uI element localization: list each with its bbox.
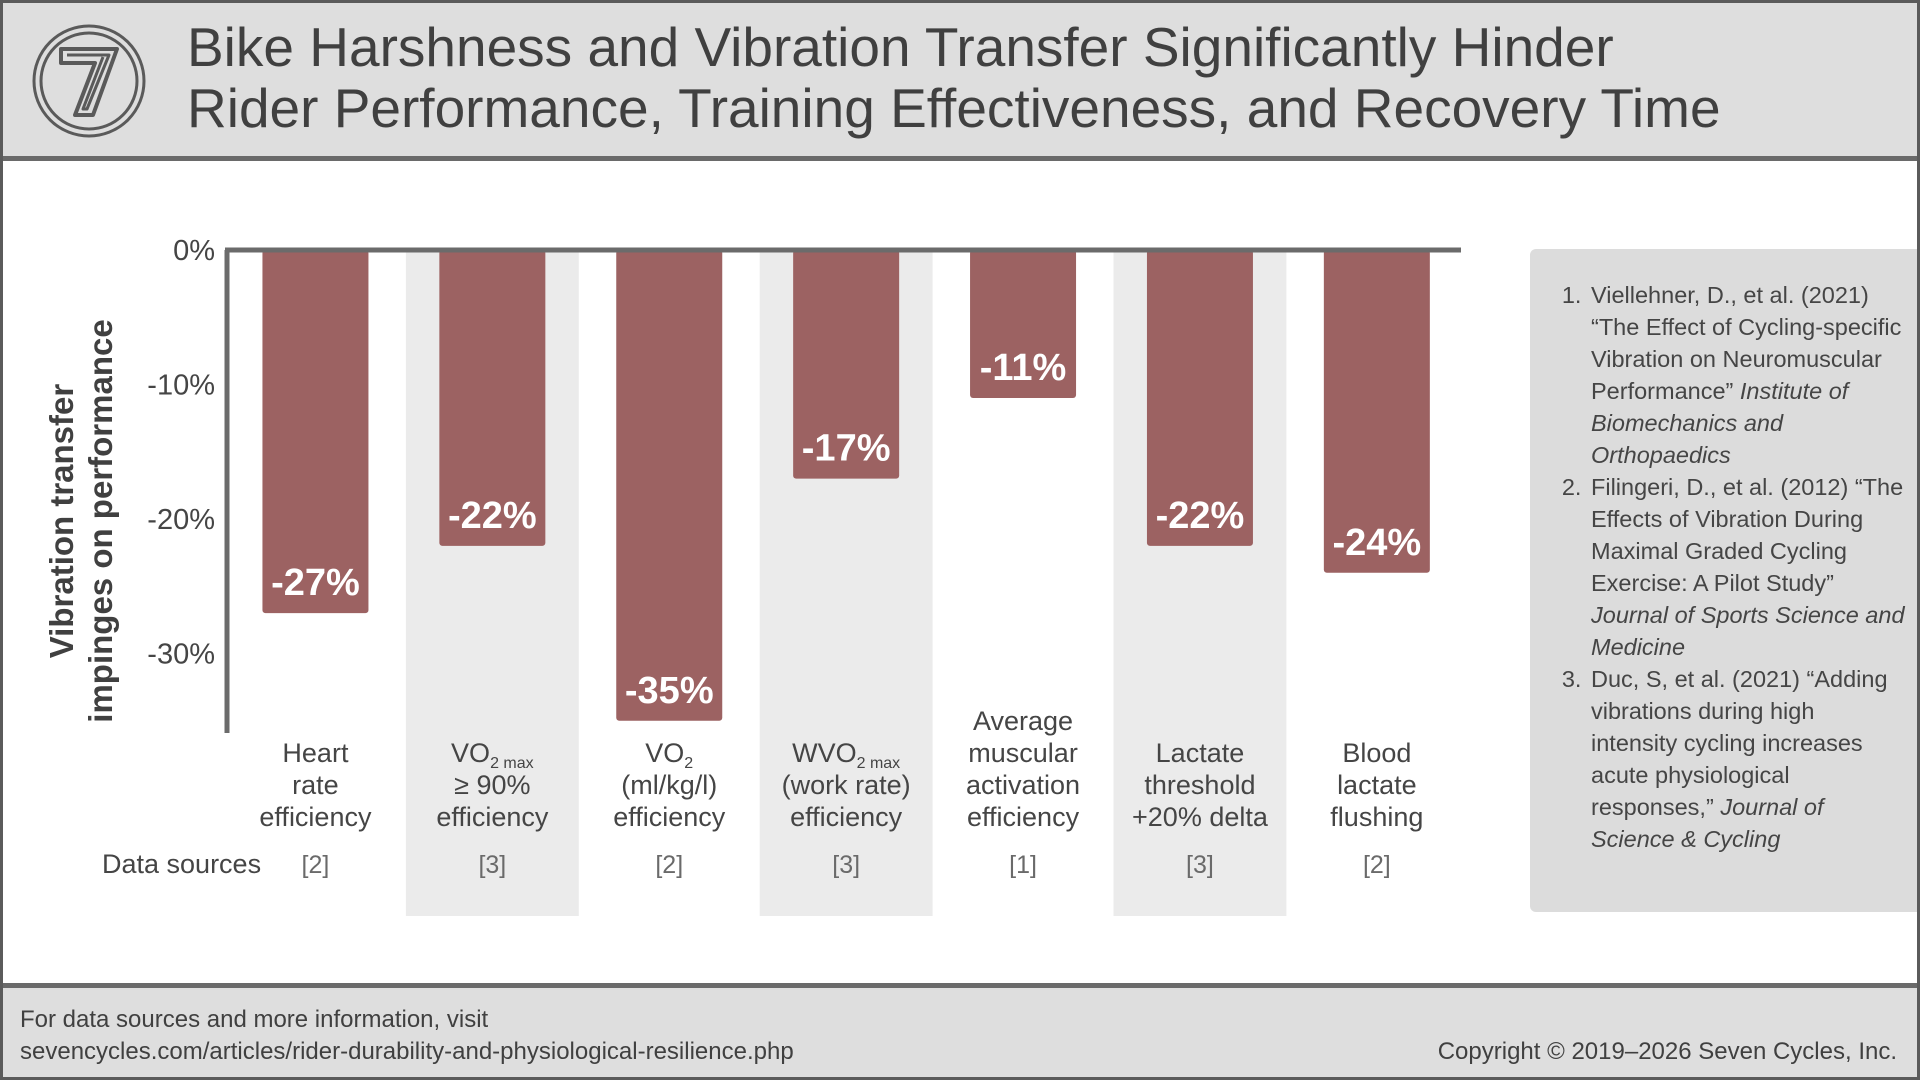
category-label: efficiency: [259, 802, 372, 832]
reference-text: Duc, S, et al. (2021) “Adding vibrations…: [1591, 666, 1888, 820]
y-axis-label-line: impinges on performance: [82, 319, 119, 722]
bar: [970, 250, 1077, 398]
y-axis-label-line: Vibration transfer: [43, 384, 80, 659]
y-tick-label: -10%: [147, 370, 215, 402]
header: Bike Harshness and Vibration Transfer Si…: [3, 3, 1917, 161]
category-label-subscript: 2 max: [857, 755, 901, 772]
data-source-ref: [3]: [1186, 851, 1214, 879]
bar-value-label: -22%: [448, 495, 537, 537]
reference-source: Institute of Biomechanics and Orthopaedi…: [1591, 378, 1849, 468]
bar: [1146, 250, 1253, 546]
reference-text: Filingeri, D., et al. (2012) “The Effect…: [1591, 474, 1904, 596]
y-axis-label: Vibration transferimpinges on performanc…: [43, 319, 119, 722]
category-label: flushing: [1330, 802, 1423, 832]
data-source-ref: [3]: [478, 851, 506, 879]
bar-value-label: -24%: [1332, 522, 1421, 564]
category-label: (ml/kg/l): [621, 770, 717, 800]
category-label: Lactate: [1156, 738, 1245, 768]
category-label: lactate: [1337, 770, 1417, 800]
bar: [262, 250, 369, 614]
category-label-main: WVO: [792, 738, 857, 768]
category-label-subscript: 2 max: [490, 755, 534, 772]
y-tick-label: -30%: [147, 639, 215, 671]
page-title: Bike Harshness and Vibration Transfer Si…: [187, 17, 1721, 139]
reference-item: Filingeri, D., et al. (2012) “The Effect…: [1588, 471, 1906, 663]
reference-item: Viellehner, D., et al. (2021) “The Effec…: [1588, 279, 1906, 471]
category-label-subscript: 2: [684, 755, 693, 772]
title-line-2: Rider Performance, Training Effectivenes…: [187, 77, 1721, 139]
footer-note: For data sources and more information, v…: [20, 1004, 794, 1068]
bar-value-label: -11%: [980, 347, 1067, 389]
category-label: Blood: [1342, 738, 1411, 768]
category-label: VO2: [645, 738, 693, 772]
bar-chart: -27% -22% -35% -17% -11% -22% -24% 0% -10% -20% -3…: [43, 235, 1461, 916]
category-label: Heart: [282, 738, 349, 768]
category-label: ≥ 90%: [454, 770, 530, 800]
category-label-main: VO: [645, 738, 684, 768]
data-source-ref: [2]: [302, 851, 330, 879]
data-source-ref: [2]: [1363, 851, 1391, 879]
category-label: efficiency: [967, 802, 1080, 832]
bar-value-label: -17%: [802, 428, 891, 470]
footer-link[interactable]: sevencycles.com/articles/rider-durabilit…: [20, 1038, 794, 1065]
reference-item: Duc, S, et al. (2021) “Adding vibrations…: [1588, 663, 1906, 855]
footer-note-line-1: For data sources and more information, v…: [20, 1006, 489, 1033]
category-label: efficiency: [613, 802, 726, 832]
bar: [616, 250, 723, 721]
bar-value-label: -22%: [1156, 495, 1245, 537]
references-list: Viellehner, D., et al. (2021) “The Effec…: [1530, 249, 1917, 855]
reference-text: Viellehner, D., et al. (2021) “The Effec…: [1591, 282, 1902, 404]
category-label-main: VO: [451, 738, 490, 768]
category-label: efficiency: [790, 802, 903, 832]
category-label: rate: [292, 770, 339, 800]
data-source-ref: [3]: [832, 851, 860, 879]
footer: For data sources and more information, v…: [3, 983, 1917, 1077]
y-tick-label: 0%: [173, 235, 215, 267]
category-label: (work rate): [782, 770, 911, 800]
bar: [1323, 250, 1430, 573]
category-label: VO2 max: [451, 738, 534, 772]
data-source-ref: [2]: [655, 851, 683, 879]
bar-value-label: -35%: [625, 670, 714, 712]
category-label: +20% delta: [1132, 802, 1269, 832]
category-label: efficiency: [436, 802, 549, 832]
y-tick-label: -20%: [147, 504, 215, 536]
copyright: Copyright © 2019–2026 Seven Cycles, Inc.: [1437, 1038, 1897, 1065]
seven-cycles-logo-icon: [32, 24, 146, 138]
category-label: threshold: [1144, 770, 1255, 800]
category-label: Average: [973, 706, 1073, 736]
bar-value-label: -27%: [271, 562, 360, 604]
category-label: activation: [966, 770, 1080, 800]
bar: [439, 250, 546, 546]
data-sources-label: Data sources: [102, 849, 261, 879]
category-label: muscular: [968, 738, 1078, 768]
bar: [793, 250, 900, 479]
reference-source: Journal of Sports Science and Medicine: [1591, 602, 1905, 660]
data-source-ref: [1]: [1009, 851, 1037, 879]
category-label: WVO2 max: [792, 738, 900, 772]
title-line-1: Bike Harshness and Vibration Transfer Si…: [187, 16, 1614, 78]
reference-source: Journal of Science & Cycling: [1591, 794, 1824, 852]
references-panel: Viellehner, D., et al. (2021) “The Effec…: [1530, 249, 1917, 912]
